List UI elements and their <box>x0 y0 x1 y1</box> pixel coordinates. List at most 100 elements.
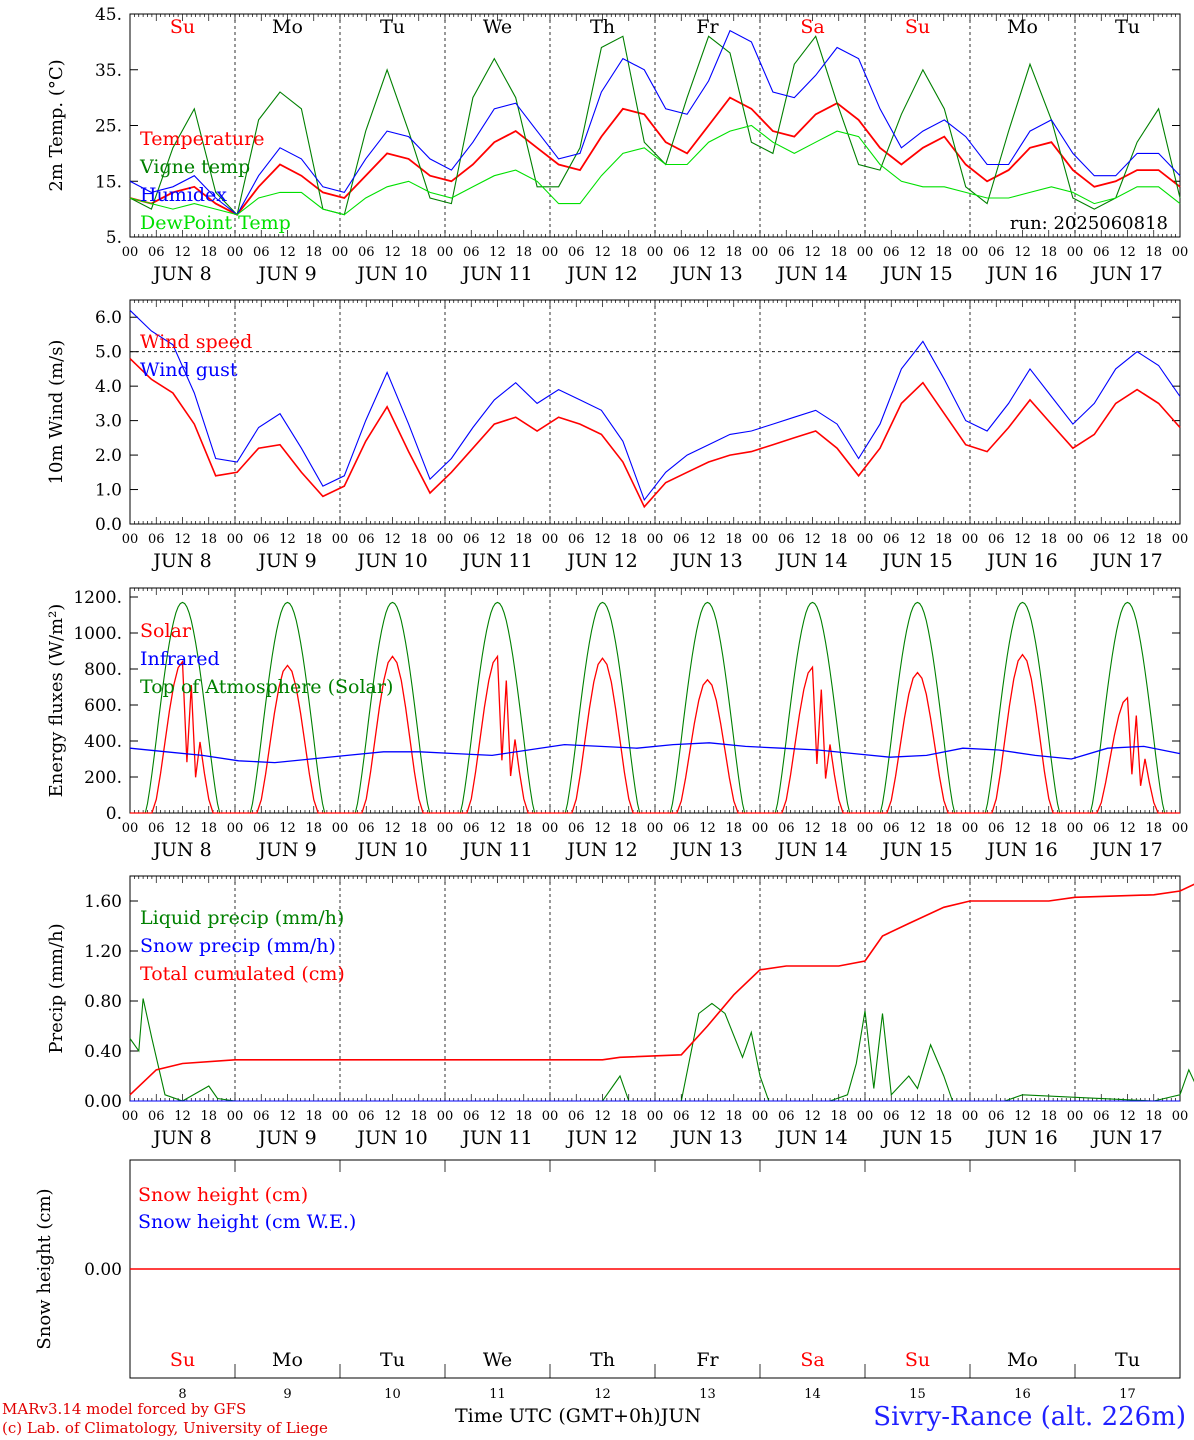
day-number-label: 8 <box>178 1387 186 1402</box>
hour-tick-label: 12 <box>489 821 506 836</box>
date-label: JUN 17 <box>1090 263 1162 285</box>
legend-vigne-temp: Vigne temp <box>139 156 250 178</box>
y-tick-label: 0.80 <box>84 992 122 1012</box>
date-label: JUN 16 <box>985 263 1057 285</box>
hour-tick-label: 12 <box>1014 532 1031 547</box>
hour-tick-label: 18 <box>1040 821 1057 836</box>
hour-tick-label: 12 <box>804 1109 821 1124</box>
date-label: JUN 12 <box>565 263 637 285</box>
hour-tick-label: 12 <box>279 245 296 260</box>
y-tick-label: 0.0 <box>95 515 122 535</box>
weekday-label: Mo <box>272 16 303 38</box>
hour-tick-label: 00 <box>857 1109 874 1124</box>
hour-tick-label: 00 <box>227 1109 244 1124</box>
hour-tick-label: 06 <box>148 821 165 836</box>
y-tick-label: 5. <box>106 228 122 248</box>
hour-tick-label: 00 <box>1172 821 1189 836</box>
y-tick-label: 400. <box>84 732 122 752</box>
hour-tick-label: 00 <box>752 821 769 836</box>
hour-tick-label: 18 <box>305 1109 322 1124</box>
hour-tick-label: 06 <box>1093 532 1110 547</box>
y-axis-label-2: Energy fluxes (W/m²) <box>46 604 67 798</box>
series-dewpoint-temp <box>129 124 1181 216</box>
hour-tick-label: 18 <box>1145 821 1162 836</box>
weekday-label: Sa <box>800 1349 824 1371</box>
hour-tick-label: 18 <box>200 1109 217 1124</box>
hour-tick-label: 12 <box>174 1109 191 1124</box>
weekday-label: Th <box>590 16 615 38</box>
hour-tick-label: 18 <box>1145 245 1162 260</box>
day-number-label: 11 <box>489 1387 506 1402</box>
y-tick-label: 3.0 <box>95 412 122 432</box>
hour-tick-label: 00 <box>752 245 769 260</box>
legend-wind-gust: Wind gust <box>140 359 238 381</box>
hour-tick-label: 12 <box>699 1109 716 1124</box>
legend-temperature: Temperature <box>140 128 264 150</box>
hour-tick-label: 06 <box>568 821 585 836</box>
weekday-label: Fr <box>696 16 719 38</box>
y-tick-label: 35. <box>95 61 122 81</box>
hour-tick-label: 00 <box>1172 245 1189 260</box>
hour-tick-label: 18 <box>620 1109 637 1124</box>
series-humidex <box>129 29 1181 216</box>
date-label: JUN 14 <box>775 1127 847 1149</box>
hour-tick-label: 00 <box>332 821 349 836</box>
hour-tick-label: 06 <box>568 245 585 260</box>
hour-tick-label: 06 <box>883 532 900 547</box>
date-label: JUN 15 <box>880 550 952 572</box>
weekday-label: Mo <box>1007 1349 1038 1371</box>
hour-tick-label: 06 <box>148 245 165 260</box>
date-label: JUN 10 <box>355 550 427 572</box>
hour-tick-label: 12 <box>174 821 191 836</box>
y-tick-label: 4.0 <box>95 377 122 397</box>
hour-tick-label: 00 <box>332 532 349 547</box>
hour-tick-label: 18 <box>935 532 952 547</box>
hour-tick-label: 12 <box>174 245 191 260</box>
hour-tick-label: 12 <box>909 245 926 260</box>
hour-tick-label: 12 <box>489 532 506 547</box>
hour-tick-label: 12 <box>699 532 716 547</box>
date-label: JUN 13 <box>670 839 742 861</box>
hour-tick-label: 06 <box>358 532 375 547</box>
hour-tick-label: 00 <box>962 1109 979 1124</box>
hour-tick-label: 00 <box>1067 821 1084 836</box>
hour-tick-label: 00 <box>122 1109 139 1124</box>
hour-tick-label: 06 <box>988 821 1005 836</box>
hour-tick-label: 00 <box>647 1109 664 1124</box>
hour-tick-label: 06 <box>148 1109 165 1124</box>
hour-tick-label: 12 <box>174 532 191 547</box>
hour-tick-label: 12 <box>384 1109 401 1124</box>
hour-tick-label: 12 <box>384 245 401 260</box>
weekday-label: Su <box>170 16 195 38</box>
y-tick-label: 0. <box>106 804 122 824</box>
hour-tick-label: 06 <box>463 1109 480 1124</box>
hour-tick-label: 18 <box>1145 532 1162 547</box>
date-label: JUN 8 <box>151 263 211 285</box>
y-tick-label: 600. <box>84 696 122 716</box>
model-credit: MARv3.14 model forced by GFS <box>2 1400 247 1418</box>
hour-tick-label: 12 <box>1014 821 1031 836</box>
date-label: JUN 9 <box>256 1127 316 1149</box>
hour-tick-label: 00 <box>1067 1109 1084 1124</box>
y-axis-label-3: Precip (mm/h) <box>46 923 67 1053</box>
hour-tick-label: 00 <box>1067 532 1084 547</box>
hour-tick-label: 00 <box>437 1109 454 1124</box>
y-tick-label: 200. <box>84 768 122 788</box>
date-label: JUN 16 <box>985 1127 1057 1149</box>
date-label: JUN 8 <box>151 839 211 861</box>
date-label: JUN 12 <box>565 839 637 861</box>
day-number-label: 16 <box>1014 1387 1031 1402</box>
hour-tick-label: 06 <box>673 245 690 260</box>
date-label: JUN 15 <box>880 1127 952 1149</box>
hour-tick-label: 12 <box>1119 532 1136 547</box>
hour-tick-label: 18 <box>305 245 322 260</box>
hour-tick-label: 18 <box>935 1109 952 1124</box>
hour-tick-label: 12 <box>1119 1109 1136 1124</box>
hour-tick-label: 06 <box>673 1109 690 1124</box>
hour-tick-label: 12 <box>804 821 821 836</box>
hour-tick-label: 12 <box>384 821 401 836</box>
hour-tick-label: 06 <box>358 1109 375 1124</box>
hour-tick-label: 00 <box>332 245 349 260</box>
date-label: JUN 10 <box>355 263 427 285</box>
weekday-label: Su <box>905 16 930 38</box>
